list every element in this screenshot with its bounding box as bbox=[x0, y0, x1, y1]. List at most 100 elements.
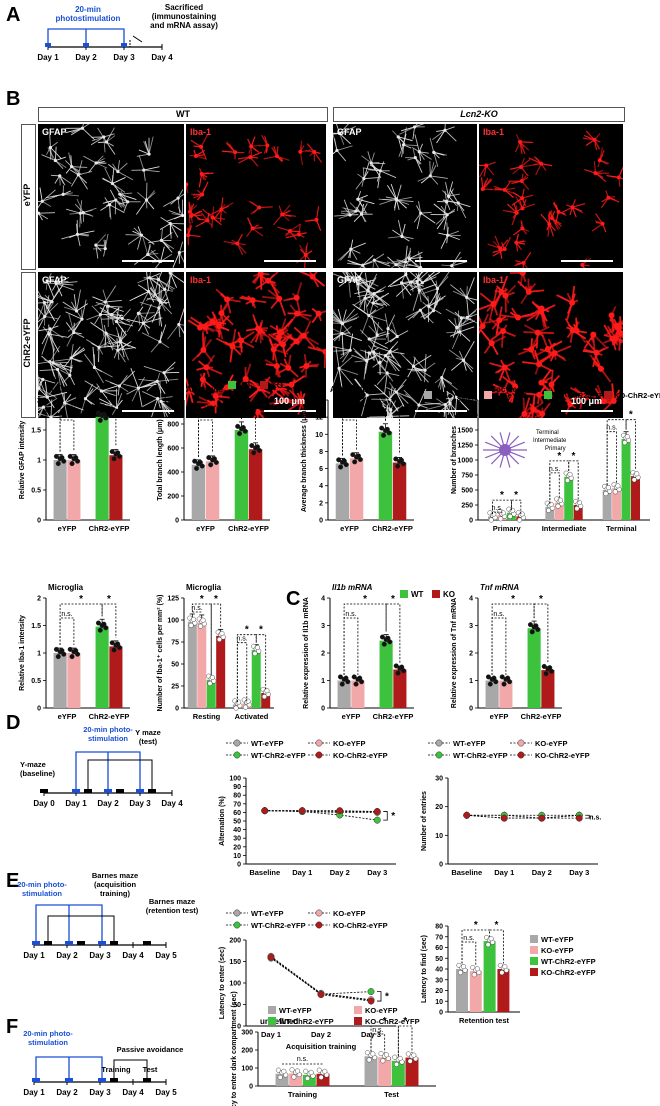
cell-process bbox=[361, 203, 365, 215]
data-point bbox=[485, 942, 491, 948]
category-label: Day 1 bbox=[494, 868, 514, 877]
cell-process bbox=[138, 149, 150, 155]
chart-title: Astrocyte bbox=[330, 385, 367, 394]
cell-soma bbox=[189, 214, 194, 219]
cell-process bbox=[400, 126, 415, 132]
legend-label: WT-eYFP bbox=[279, 1006, 312, 1015]
data-point bbox=[381, 432, 387, 438]
cell-process bbox=[374, 259, 390, 265]
cell-process bbox=[148, 291, 166, 302]
y-tick-label: 10 bbox=[435, 999, 443, 1006]
y-tick-label: 30 bbox=[233, 836, 241, 843]
cell-process bbox=[119, 370, 136, 387]
y-tick-label: 1000 bbox=[163, 398, 179, 405]
cell-process bbox=[131, 387, 139, 402]
cell-process bbox=[444, 404, 447, 418]
text-line: Training bbox=[101, 1065, 131, 1074]
cell-label-intermediate: Intermediate bbox=[533, 438, 567, 444]
cell-soma bbox=[38, 386, 41, 390]
text-line: * bbox=[362, 396, 366, 407]
bar bbox=[216, 635, 226, 708]
cell-soma bbox=[274, 154, 279, 159]
cell-process bbox=[381, 405, 391, 411]
text-line: * bbox=[247, 396, 251, 407]
cell-process bbox=[119, 192, 133, 195]
cell-process bbox=[78, 170, 93, 176]
legend-label: WT-ChR2-eYFP bbox=[541, 957, 596, 966]
astrocyte-cell bbox=[405, 301, 434, 324]
cell-process bbox=[368, 315, 388, 322]
text-line: 50 bbox=[435, 956, 443, 963]
text-line: KO-eYFP bbox=[494, 391, 527, 400]
cell-process bbox=[141, 234, 155, 245]
category-label: Resting bbox=[193, 712, 221, 721]
astrocyte-cell bbox=[62, 343, 86, 369]
cell-process bbox=[414, 157, 423, 173]
cell-process bbox=[81, 124, 84, 129]
data-point bbox=[97, 417, 103, 423]
astrocyte-cell bbox=[135, 182, 156, 215]
cell-process bbox=[333, 132, 340, 134]
cell-process bbox=[112, 183, 120, 193]
microglia-cell bbox=[246, 217, 264, 237]
cell-process bbox=[367, 393, 385, 396]
cell-process bbox=[77, 174, 88, 184]
sig-label: * bbox=[539, 594, 543, 605]
text-line: * bbox=[385, 991, 389, 1002]
cell-process bbox=[361, 203, 368, 215]
cell-process bbox=[333, 316, 343, 324]
series-line bbox=[270, 957, 372, 995]
cell-process bbox=[252, 227, 264, 237]
cell-process bbox=[457, 202, 465, 212]
text-line: Day 4 bbox=[161, 799, 183, 808]
legend-swatch bbox=[268, 1006, 276, 1014]
cell-process bbox=[395, 264, 411, 268]
cell-process bbox=[44, 316, 59, 320]
cell-process bbox=[105, 332, 122, 339]
cell-soma bbox=[514, 240, 519, 245]
cell-process bbox=[448, 181, 454, 197]
cell-process bbox=[424, 354, 427, 371]
cell-process bbox=[459, 287, 468, 298]
cell-process bbox=[98, 398, 117, 408]
cell-soma bbox=[250, 226, 255, 231]
cell-process bbox=[600, 197, 609, 209]
cell-process bbox=[463, 360, 473, 373]
text-line: stimulation bbox=[22, 889, 62, 898]
astrocyte-cell bbox=[38, 373, 57, 398]
text-line: Microglia bbox=[48, 583, 84, 592]
cell-process bbox=[98, 345, 121, 348]
legend-swatch bbox=[530, 946, 538, 954]
text-line: 3 bbox=[321, 623, 325, 630]
cell-process bbox=[440, 235, 449, 249]
cell-process bbox=[395, 264, 412, 267]
sig-label: n.s. bbox=[191, 605, 202, 612]
cell-process bbox=[333, 368, 340, 387]
category-label: Baseline bbox=[249, 868, 280, 877]
text-line: Alternation (%) bbox=[219, 796, 226, 846]
cell-soma bbox=[367, 313, 371, 318]
y-tick-label: 70 bbox=[435, 934, 443, 941]
y-tick-label: 500 bbox=[461, 488, 473, 495]
cell-soma bbox=[162, 371, 166, 375]
cell-soma bbox=[80, 126, 84, 130]
cell-soma bbox=[257, 205, 262, 210]
cell-process bbox=[341, 326, 352, 334]
cell-process bbox=[133, 291, 149, 300]
cell-process bbox=[117, 160, 120, 172]
cell-soma bbox=[118, 340, 122, 344]
cell-process bbox=[372, 260, 375, 268]
cell-soma bbox=[116, 169, 120, 174]
cell-process bbox=[74, 318, 83, 332]
astrocyte-cell bbox=[83, 346, 113, 384]
astrocyte-cell bbox=[357, 286, 390, 307]
cell-soma bbox=[156, 397, 160, 401]
y-tick-label: 750 bbox=[461, 473, 473, 480]
cell-process bbox=[101, 390, 116, 397]
legend-swatch bbox=[530, 968, 538, 976]
cell-process bbox=[354, 297, 366, 306]
microglia-cell bbox=[189, 149, 207, 160]
cell-process bbox=[64, 393, 72, 404]
cell-process bbox=[333, 333, 343, 335]
cell-process bbox=[351, 354, 367, 361]
